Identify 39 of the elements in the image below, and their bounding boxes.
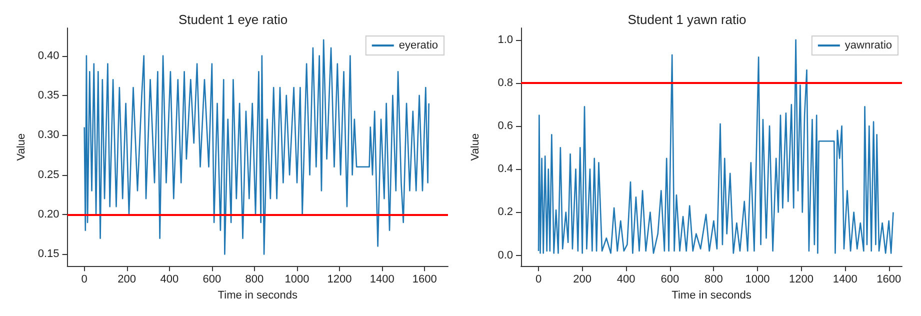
x-tick-label: 1200 [789,274,814,286]
y-tick-label: 0.40 [38,50,60,62]
y-tick-label: 1.0 [498,34,513,46]
legend-label: yawnratio [844,40,892,52]
x-tick-label: 200 [118,274,136,286]
x-tick-label: 400 [160,274,179,286]
chart-title: Student 1 yawn ratio [628,12,746,27]
x-tick-label: 1600 [412,274,437,286]
x-axis-title: Time in seconds [672,290,752,302]
x-tick-label: 1000 [745,274,770,286]
y-tick-label: 0.30 [38,129,60,142]
y-tick-label: 0.20 [38,208,60,221]
y-axis-title: Value [470,133,482,161]
x-tick-label: 600 [660,274,680,286]
x-tick-label: 0 [81,274,88,286]
chart-title: Student 1 eye ratio [178,12,288,27]
x-tick-label: 400 [616,274,636,286]
x-tick-label: 1400 [832,274,858,286]
y-tick-label: 0.0 [498,249,513,262]
x-tick-label: 1600 [876,274,902,286]
x-tick-label: 600 [202,274,222,286]
x-tick-label: 1400 [370,274,394,286]
y-tick-label: 0.25 [38,168,60,181]
x-tick-label: 200 [573,274,592,286]
y-tick-label: 0.35 [38,89,60,102]
y-tick-label: 0.15 [38,248,60,260]
legend-label: eyeratio [398,40,438,52]
y-tick-label: 0.6 [498,120,513,132]
line-series [538,39,894,254]
y-tick-label: 0.8 [498,76,513,89]
x-tick-label: 800 [245,274,264,286]
x-tick-label: 800 [704,274,723,286]
x-tick-label: 1200 [327,274,352,286]
y-axis-title: Value [16,133,28,161]
x-tick-label: 0 [535,274,542,286]
y-tick-label: 0.2 [498,206,513,218]
x-axis-title: Time in seconds [218,290,298,302]
y-tick-label: 0.4 [498,163,513,176]
x-tick-label: 1000 [284,274,310,286]
